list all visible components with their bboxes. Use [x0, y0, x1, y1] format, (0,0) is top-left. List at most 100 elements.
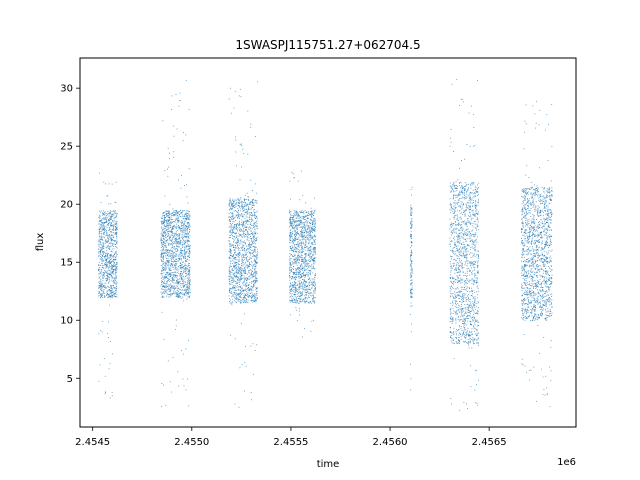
- data-point: [301, 268, 303, 270]
- data-point: [110, 292, 112, 294]
- data-point: [234, 204, 236, 206]
- data-point: [310, 246, 312, 248]
- data-point: [304, 257, 306, 259]
- data-point: [304, 232, 306, 234]
- data-point: [182, 287, 184, 289]
- data-point: [241, 270, 242, 272]
- data-point: [113, 212, 115, 214]
- data-point: [188, 259, 190, 261]
- data-point: [230, 206, 232, 208]
- data-point: [108, 268, 110, 270]
- data-point: [248, 203, 250, 205]
- data-point: [229, 277, 231, 279]
- data-point: [235, 264, 237, 266]
- data-point: [250, 208, 252, 210]
- data-point: [245, 283, 247, 285]
- data-point: [170, 255, 171, 257]
- data-point: [296, 300, 298, 302]
- data-point: [303, 268, 305, 270]
- data-point: [248, 220, 250, 222]
- data-point: [248, 289, 250, 291]
- data-point: [171, 263, 172, 265]
- data-point: [293, 294, 295, 295]
- data-point: [102, 259, 104, 261]
- data-point: [304, 230, 306, 232]
- data-point: [244, 313, 246, 315]
- data-point: [307, 274, 309, 276]
- data-point: [247, 203, 248, 205]
- data-point: [292, 247, 294, 249]
- data-point: [292, 299, 294, 301]
- data-point: [293, 250, 295, 252]
- data-point: [162, 252, 163, 254]
- data-point: [253, 211, 255, 213]
- data-point: [291, 277, 293, 279]
- data-point: [99, 220, 101, 222]
- data-point: [178, 287, 179, 289]
- data-point: [189, 251, 191, 253]
- data-point: [98, 265, 100, 267]
- data-point: [100, 284, 102, 286]
- data-point: [290, 257, 292, 259]
- data-point: [109, 260, 111, 262]
- data-point: [236, 282, 238, 284]
- data-point: [178, 266, 180, 268]
- data-point: [294, 227, 296, 229]
- data-point: [174, 241, 175, 243]
- data-point: [304, 217, 306, 218]
- data-point: [306, 289, 308, 291]
- data-point: [235, 203, 237, 205]
- data-point: [239, 220, 241, 222]
- data-point: [106, 266, 108, 268]
- data-point: [101, 251, 103, 253]
- data-point: [246, 258, 247, 260]
- data-point: [240, 234, 242, 236]
- data-point: [232, 235, 233, 237]
- data-point: [236, 267, 238, 269]
- data-point: [306, 223, 308, 225]
- data-point: [228, 205, 230, 207]
- data-point: [290, 254, 292, 256]
- data-point: [105, 267, 107, 269]
- data-point: [305, 289, 306, 291]
- data-point: [250, 274, 252, 275]
- data-point: [160, 253, 162, 255]
- data-point: [237, 204, 239, 206]
- data-point: [180, 212, 182, 213]
- data-point: [250, 217, 252, 219]
- data-point: [247, 213, 248, 215]
- data-point: [242, 236, 244, 238]
- data-point: [256, 262, 258, 264]
- data-point: [112, 221, 114, 223]
- data-point: [186, 251, 188, 253]
- data-point: [305, 260, 307, 262]
- data-point: [308, 249, 310, 251]
- data-point: [180, 289, 181, 291]
- data-point: [161, 260, 162, 261]
- data-point: [299, 235, 301, 237]
- data-point: [301, 254, 303, 256]
- data-point: [253, 279, 255, 281]
- data-point: [116, 296, 118, 298]
- data-point: [180, 249, 182, 251]
- data-point: [188, 278, 189, 280]
- data-point: [248, 212, 250, 214]
- data-point: [163, 247, 165, 248]
- data-point: [233, 285, 235, 287]
- data-point: [305, 297, 307, 299]
- data-point: [242, 253, 244, 255]
- data-point: [309, 214, 310, 216]
- data-point: [300, 211, 302, 213]
- data-point: [250, 392, 252, 393]
- data-point: [108, 368, 110, 370]
- data-point: [312, 222, 314, 224]
- data-point: [106, 245, 108, 247]
- data-point: [178, 255, 180, 257]
- data-point: [243, 260, 244, 262]
- data-point: [239, 284, 240, 285]
- data-point: [172, 279, 174, 281]
- data-point: [104, 392, 106, 393]
- data-point: [182, 243, 183, 245]
- data-point: [115, 256, 116, 258]
- data-point: [239, 198, 241, 200]
